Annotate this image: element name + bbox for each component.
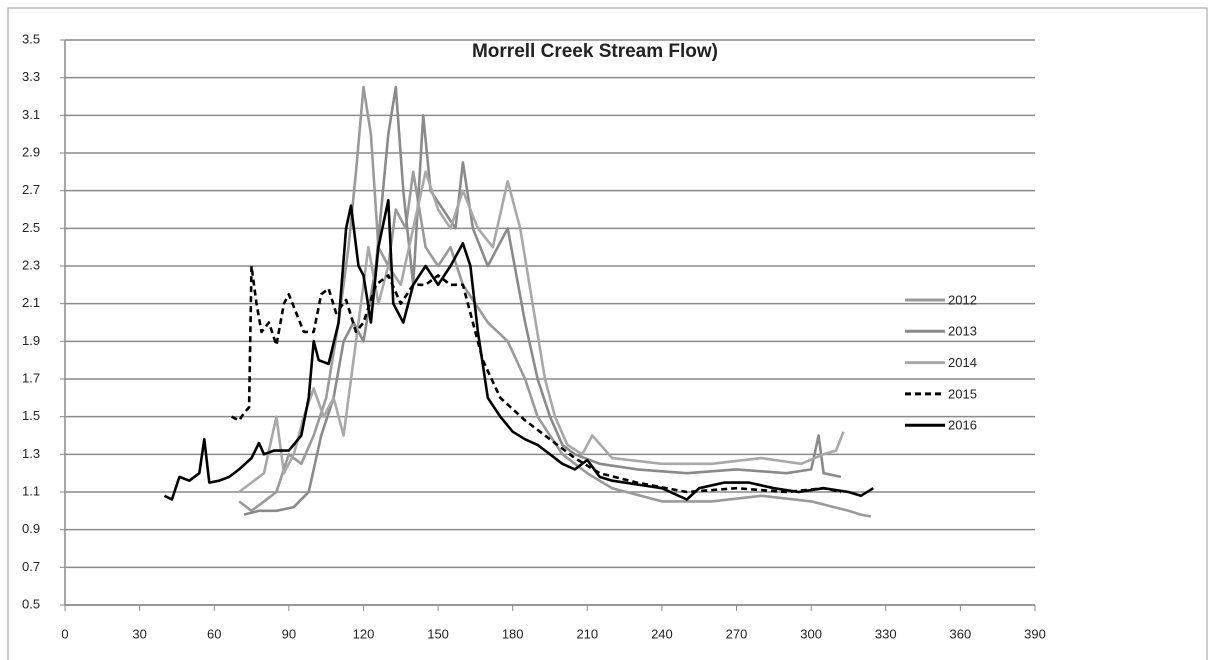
chart-title: Morrell Creek Stream Flow) [472,41,718,62]
y-tick-label: 3.3 [22,69,40,84]
y-tick-label: 1.1 [22,483,40,498]
x-tick-label: 60 [207,626,221,641]
y-tick-label: 2.9 [22,144,40,159]
y-tick-label: 2.1 [22,295,40,310]
y-tick-label: 1.7 [22,370,40,385]
y-tick-label: 2.5 [22,220,40,235]
x-tick-label: 210 [576,626,598,641]
series-line [238,85,872,518]
legend-label: 2012 [948,292,977,307]
series-line [238,170,845,494]
legend-label: 2013 [948,324,977,339]
x-tick-label: 0 [61,626,68,641]
y-tick-label: 1.5 [22,408,40,423]
x-tick-label: 240 [651,626,673,641]
y-tick-label: 1.9 [22,333,40,348]
y-tick-label: 1.3 [22,446,40,461]
y-tick-label: 0.7 [22,559,40,574]
x-tick-label: 390 [1024,626,1046,641]
x-tick-label: 90 [282,626,296,641]
x-tick-label: 30 [132,626,146,641]
y-tick-label: 3.1 [22,107,40,122]
x-tick-label: 270 [726,626,748,641]
y-tick-label: 0.5 [22,596,40,611]
y-tick-label: 0.9 [22,521,40,536]
y-tick-label: 2.3 [22,257,40,272]
x-tick-label: 300 [800,626,822,641]
x-tick-label: 180 [502,626,524,641]
x-tick-label: 150 [427,626,449,641]
y-tick-label: 3.5 [22,31,40,46]
legend-label: 2015 [948,386,977,401]
x-tick-label: 330 [875,626,897,641]
series-line [163,198,874,501]
legend-label: 2014 [948,355,977,370]
legend-label: 2016 [948,418,977,433]
x-tick-label: 360 [950,626,972,641]
y-tick-label: 2.7 [22,182,40,197]
x-tick-label: 120 [353,626,375,641]
series-line [231,264,842,494]
chart-border [7,7,1208,660]
